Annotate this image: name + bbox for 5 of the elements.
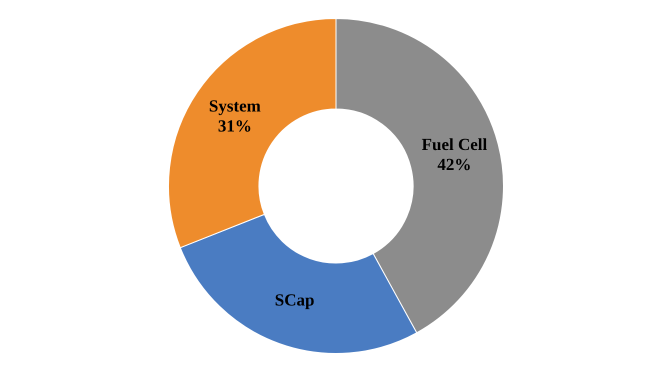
slice-label: Fuel Cell [422,134,488,154]
slice-label: SCap [274,290,314,310]
slice-label: System [208,96,261,116]
data-label: 31% [218,116,252,136]
data-label: 42% [437,154,472,174]
